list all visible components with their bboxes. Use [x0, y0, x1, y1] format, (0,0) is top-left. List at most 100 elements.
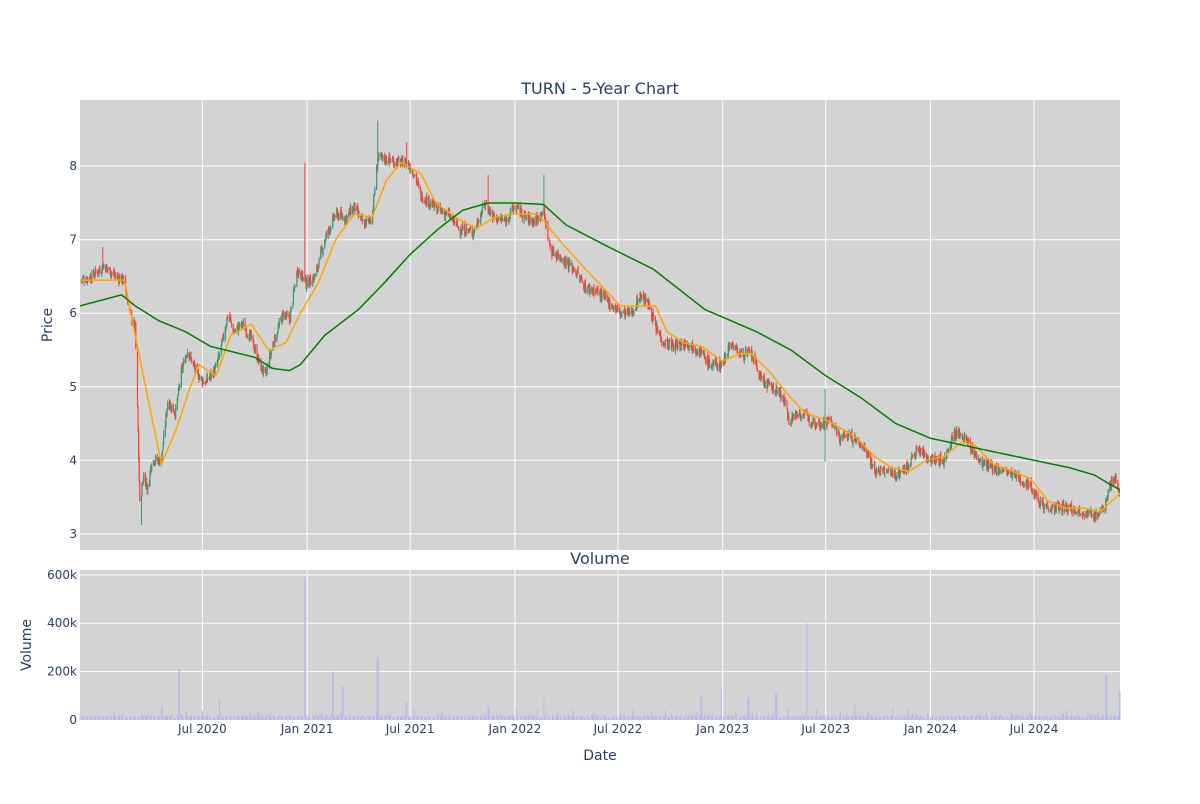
volume-bar: [768, 718, 770, 720]
price-y-tick-label: 7: [69, 233, 77, 247]
candle-body: [653, 318, 655, 320]
volume-bar: [623, 716, 625, 720]
candle-body: [597, 288, 599, 294]
candle-body: [827, 418, 830, 420]
volume-bar: [1015, 717, 1017, 720]
volume-bar: [991, 717, 993, 720]
candle-body: [952, 438, 954, 441]
volume-bar: [547, 717, 549, 720]
volume-bar: [541, 718, 543, 720]
candle-body: [555, 253, 557, 255]
candle-body: [1082, 515, 1084, 517]
candle-body: [820, 423, 822, 428]
volume-bar: [464, 717, 466, 720]
volume-bar: [660, 716, 662, 720]
volume-bar: [616, 717, 618, 720]
volume-bar: [453, 715, 455, 720]
volume-bar: [1095, 715, 1097, 720]
volume-bar: [620, 715, 622, 720]
volume-bar: [241, 716, 243, 720]
volume-bar: [585, 716, 587, 720]
candle-body: [172, 403, 174, 412]
volume-bar: [485, 713, 487, 720]
volume-bar: [617, 717, 619, 720]
candle-body: [1114, 481, 1116, 484]
volume-bar: [1025, 717, 1027, 720]
volume-bar: [368, 718, 370, 720]
candle-body: [221, 339, 223, 342]
candle-body: [903, 465, 905, 468]
volume-bar: [1102, 714, 1104, 720]
candle-body: [1063, 506, 1065, 512]
candle-body: [445, 210, 448, 215]
volume-bar: [248, 717, 250, 720]
volume-bar: [774, 718, 776, 720]
volume-bar: [742, 716, 744, 720]
candle-body: [603, 292, 605, 297]
volume-bar: [544, 718, 546, 720]
volume-bar: [862, 716, 864, 720]
volume-bar: [298, 715, 300, 720]
candle-body: [330, 228, 332, 230]
candle-body: [684, 347, 686, 349]
volume-bar: [265, 717, 267, 720]
volume-bar: [416, 715, 418, 720]
candle-body: [1097, 514, 1099, 518]
volume-bar: [932, 714, 934, 720]
candle-body: [127, 298, 129, 306]
candle-body: [340, 211, 342, 219]
candle-body: [320, 248, 322, 252]
volume-bar: [537, 715, 539, 720]
candle-body: [532, 218, 534, 225]
volume-bar: [1059, 718, 1061, 720]
candle-body: [959, 433, 961, 438]
candle-body: [685, 341, 687, 347]
volume-bar: [135, 717, 137, 720]
volume-bar: [457, 716, 459, 720]
candle-body: [1027, 477, 1029, 486]
volume-bar: [222, 718, 224, 720]
volume-bar: [675, 715, 677, 720]
volume-bar: [454, 715, 456, 720]
volume-bar: [505, 715, 507, 720]
volume-bar: [401, 716, 403, 720]
volume-bar: [193, 716, 195, 720]
x-tick-label: Jul 2020: [177, 722, 227, 736]
candle-body: [923, 452, 925, 458]
volume-bar: [121, 715, 123, 720]
volume-bar: [911, 713, 913, 720]
volume-bar: [624, 715, 626, 720]
volume-bar: [455, 717, 457, 720]
candle-body: [1078, 507, 1081, 516]
volume-bar: [887, 718, 889, 720]
volume-bar: [665, 714, 667, 720]
candle-body: [137, 405, 139, 432]
candle-body: [371, 211, 374, 223]
candle-body: [569, 264, 571, 266]
volume-bar: [1109, 718, 1111, 720]
volume-bar: [580, 715, 582, 720]
candle-body: [421, 192, 423, 202]
volume-bar: [390, 715, 392, 720]
volume-bar: [161, 706, 163, 720]
volume-bar: [854, 703, 856, 720]
volume-bar: [948, 717, 950, 720]
candle-body: [93, 270, 95, 276]
volume-bar: [684, 716, 686, 720]
candle-body: [917, 449, 920, 452]
volume-bar: [892, 708, 894, 720]
volume-bar: [449, 718, 451, 720]
volume-bar: [727, 716, 729, 720]
volume-bar: [138, 719, 140, 720]
candle-body: [110, 274, 112, 277]
volume-bar: [507, 715, 509, 720]
volume-bar: [1055, 716, 1057, 720]
volume-bar: [226, 716, 228, 720]
volume-bar: [388, 715, 390, 720]
volume-bar: [253, 716, 255, 720]
volume-bar: [547, 718, 549, 720]
candle-body: [264, 366, 266, 370]
candle-body: [356, 206, 358, 211]
candle-body: [430, 201, 432, 206]
candle-body: [198, 376, 201, 380]
